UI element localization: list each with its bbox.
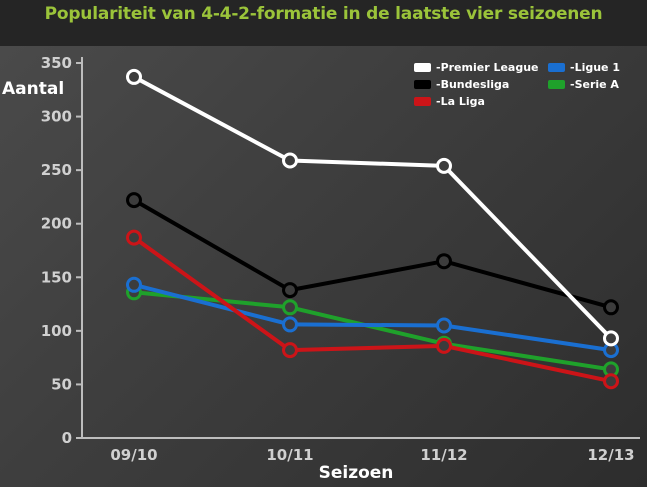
legend-swatch bbox=[548, 80, 565, 89]
axes: 0 50 100 150 200 250 300 350 09/10 10/11 11/12 12/1… bbox=[2, 54, 640, 483]
legend-entry: -Ligue 1 bbox=[548, 61, 620, 74]
legend-entry: -Bundesliga bbox=[414, 78, 509, 91]
data-point bbox=[282, 282, 298, 299]
data-point bbox=[436, 253, 452, 270]
y-tick-label: 250 bbox=[41, 161, 72, 179]
data-point bbox=[436, 337, 452, 354]
data-point bbox=[436, 317, 452, 334]
data-point bbox=[603, 373, 619, 390]
legend-swatch bbox=[414, 63, 431, 72]
data-point bbox=[436, 157, 452, 174]
series-line bbox=[133, 75, 613, 340]
legend-entry: -La Liga bbox=[414, 95, 485, 108]
legend-entry: -Serie A bbox=[548, 78, 619, 91]
x-tick-label: 09/10 bbox=[110, 446, 157, 464]
legend: -Premier League -Bundesliga -La Liga -Ligue… bbox=[414, 61, 620, 108]
data-point bbox=[282, 342, 298, 359]
x-axis-title: Seizoen bbox=[319, 463, 394, 483]
legend-swatch bbox=[414, 97, 431, 106]
y-tick-label: 350 bbox=[41, 54, 72, 72]
y-tick-label: 50 bbox=[51, 375, 72, 393]
y-axis-title: Aantal bbox=[2, 79, 64, 99]
legend-label: -Ligue 1 bbox=[570, 61, 620, 74]
y-tick-label: 200 bbox=[41, 215, 72, 233]
data-point bbox=[126, 229, 142, 246]
data-point bbox=[126, 192, 142, 209]
legend-swatch bbox=[414, 80, 431, 89]
data-point bbox=[282, 299, 298, 316]
data-point bbox=[126, 276, 142, 293]
series-premier-league bbox=[126, 68, 619, 347]
series-bundesliga bbox=[126, 192, 619, 316]
series-ligue-1 bbox=[126, 276, 619, 359]
chart-title: Populariteit van 4-4-2-formatie in de la… bbox=[44, 4, 603, 24]
data-point bbox=[282, 152, 298, 169]
data-point bbox=[603, 330, 619, 347]
data-point bbox=[603, 299, 619, 316]
y-tick-label: 0 bbox=[62, 429, 72, 447]
series-serie-a bbox=[126, 284, 619, 378]
series-line bbox=[133, 198, 612, 310]
y-tick-label: 100 bbox=[41, 322, 72, 340]
series-line bbox=[133, 282, 612, 353]
x-tick-label: 12/13 bbox=[587, 446, 634, 464]
x-tick-label: 11/12 bbox=[420, 446, 467, 464]
legend-swatch bbox=[548, 63, 565, 72]
data-point bbox=[126, 68, 142, 85]
y-tick-label: 150 bbox=[41, 268, 72, 286]
data-point bbox=[282, 316, 298, 333]
y-tick-label: 300 bbox=[41, 108, 72, 126]
title-bar bbox=[0, 0, 647, 46]
series-line bbox=[132, 236, 612, 384]
legend-label: -La Liga bbox=[436, 95, 485, 108]
series-la-liga bbox=[126, 229, 619, 390]
legend-label: -Bundesliga bbox=[436, 78, 509, 91]
legend-label: -Serie A bbox=[570, 78, 619, 91]
x-tick-label: 10/11 bbox=[266, 446, 313, 464]
legend-entry: -Premier League bbox=[414, 61, 539, 74]
legend-label: -Premier League bbox=[436, 61, 539, 74]
series-layer bbox=[126, 68, 619, 390]
